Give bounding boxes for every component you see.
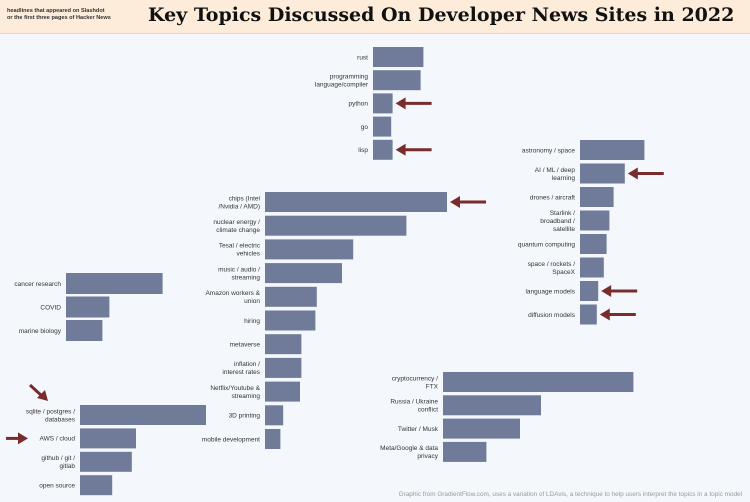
- category-label: Russia / Ukraine conflict: [390, 399, 438, 414]
- category-label: Tesal / electric vehicles: [219, 243, 261, 258]
- bar-netflix-youtube-streaming: [265, 381, 300, 402]
- category-label: cryptocurrency / FTX: [392, 375, 439, 390]
- bar-quantum-computing: [580, 234, 607, 254]
- bar-tesal-electric-vehicles: [265, 239, 354, 260]
- bar-nuclear-energy-climate-change: [265, 215, 407, 236]
- category-label: go: [361, 124, 369, 131]
- category-label: github / git / gitlab: [41, 455, 75, 470]
- bar-chips-intel-nvidia-amd: [265, 192, 447, 212]
- bar-mobile-development: [265, 429, 281, 449]
- bar-hiring: [265, 310, 316, 331]
- highlight-arrow-icon: [28, 383, 48, 401]
- category-label: open source: [39, 483, 75, 490]
- highlight-arrow-icon: [601, 285, 638, 297]
- highlight-arrow-icon: [599, 308, 636, 321]
- bar-inflation-interest-rates: [265, 357, 302, 378]
- highlight-arrow-icon: [450, 196, 486, 208]
- bar-music-audio-streaming: [265, 263, 342, 284]
- bar-sqlite-postgres-databases: [80, 405, 206, 425]
- bar-cancer-research: [66, 273, 163, 294]
- category-label: COVID: [40, 304, 61, 311]
- category-label: lisp: [358, 147, 368, 154]
- highlight-arrow-icon: [395, 143, 432, 156]
- credit-note: Graphic from GradientFlow.com, uses a va…: [398, 491, 742, 498]
- bar-starlink-broadband-satellite: [580, 210, 610, 231]
- category-label: drones / aircraft: [530, 194, 575, 201]
- bar-rust: [373, 47, 424, 67]
- bar-marine-biology: [66, 320, 103, 341]
- bar-russia-ukraine-conflict: [443, 395, 541, 416]
- category-label: 3D printing: [229, 413, 261, 420]
- chart-title: Key Topics Discussed On Developer News S…: [148, 4, 735, 26]
- highlight-arrow-icon: [395, 97, 432, 110]
- category-label: diffusion models: [528, 312, 576, 319]
- bar-cryptocurrency-ftx: [443, 372, 634, 392]
- category-label: metaverse: [230, 342, 261, 349]
- category-label: AWS / cloud: [39, 436, 75, 443]
- category-label: mobile development: [202, 436, 260, 443]
- bar-diffusion-models: [580, 304, 597, 325]
- category-label: Starlink / broadband / satellite: [540, 210, 575, 233]
- bar-lisp: [373, 139, 393, 160]
- bar-metaverse: [265, 334, 302, 355]
- bar-programming-language-compiler: [373, 70, 421, 91]
- category-label: marine biology: [19, 328, 62, 335]
- category-label: hiring: [244, 318, 260, 325]
- highlight-arrow-icon: [6, 432, 28, 445]
- category-label: Twitter / Musk: [398, 426, 439, 433]
- category-label: cancer research: [14, 281, 61, 288]
- category-label: inflation / interest rates: [222, 361, 260, 376]
- category-label: astronomy / space: [522, 147, 575, 154]
- bar-open-source: [80, 475, 113, 496]
- category-label: sqlite / postgres / databases: [26, 408, 76, 423]
- bar-twitter-musk: [443, 418, 520, 439]
- category-label: Netflix/Youtube & streaming: [210, 385, 260, 400]
- category-label: python: [348, 101, 368, 108]
- bar-github-git-gitlab: [80, 451, 132, 472]
- chart-subtitle: headlines that appeared on Slashdot or t…: [7, 8, 111, 21]
- bar-aws-cloud: [80, 428, 136, 449]
- category-label: quantum computing: [518, 241, 575, 248]
- header-banner: headlines that appeared on Slashdot or t…: [0, 0, 750, 34]
- category-label: Amazon workers & union: [205, 290, 260, 305]
- bar-language-models: [580, 281, 599, 301]
- category-label: Meta/Google & data privacy: [380, 445, 439, 460]
- category-label: language models: [525, 288, 575, 295]
- bar-astronomy-space: [580, 140, 645, 160]
- category-label: programming language/compiler: [315, 74, 369, 89]
- bar-covid: [66, 296, 110, 318]
- bar-space-rockets-spacex: [580, 257, 604, 278]
- highlight-arrow-icon: [627, 167, 664, 180]
- category-label: music / audio / streaming: [218, 266, 260, 281]
- bar-go: [373, 116, 392, 137]
- bar-ai-ml-deep-learning: [580, 163, 625, 184]
- category-label: AI / ML / deep learning: [535, 167, 576, 182]
- category-label: nuclear energy / climate change: [213, 219, 260, 234]
- bar-amazon-workers-union: [265, 286, 317, 307]
- bar-3d-printing: [265, 405, 284, 426]
- bar-python: [373, 93, 393, 114]
- category-label: rust: [357, 54, 368, 61]
- bar-drones-aircraft: [580, 187, 614, 207]
- category-label: chips (Intel/Nvidia / AMD): [218, 195, 260, 210]
- bar-meta-google-data-privacy: [443, 441, 487, 462]
- category-label: space / rockets / SpaceX: [528, 261, 576, 276]
